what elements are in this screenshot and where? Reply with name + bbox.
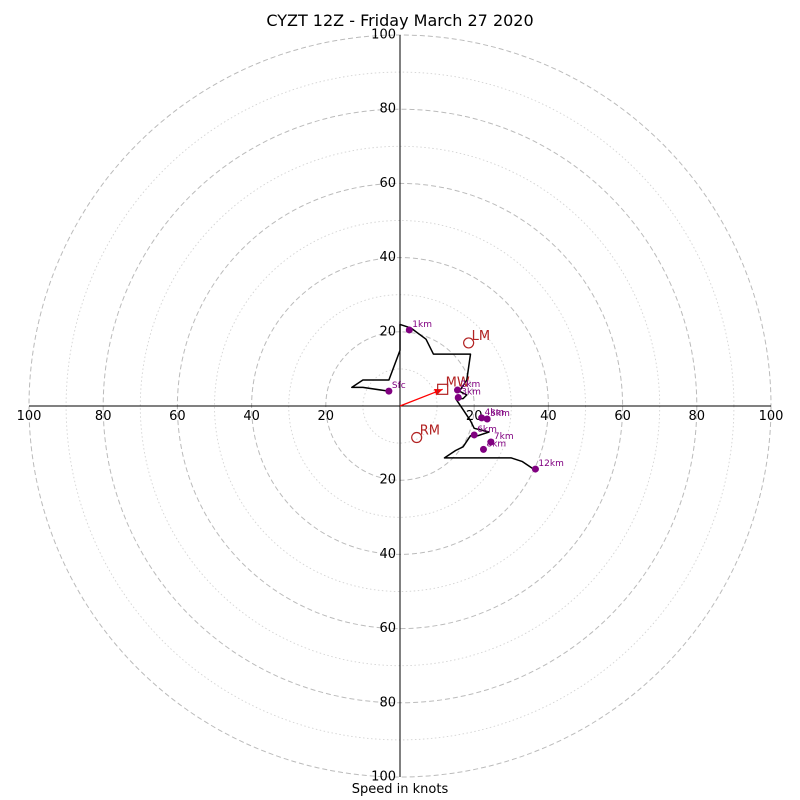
height-label-6km: 6km bbox=[477, 425, 497, 435]
height-point-Sfc bbox=[385, 387, 393, 395]
height-label-7km: 7km bbox=[494, 432, 514, 442]
tick-label-top-20: 20 bbox=[379, 324, 396, 339]
height-point-1km bbox=[405, 326, 413, 334]
height-point-4km bbox=[478, 414, 486, 422]
height-point-8km bbox=[479, 445, 487, 453]
height-label-1km: 1km bbox=[412, 320, 432, 330]
mean-wind-vector: MW bbox=[399, 375, 470, 407]
hodograph-trace bbox=[351, 323, 535, 470]
tick-labels: 100 80 60 40 20 20 40 60 80 100100806040202040608… bbox=[17, 28, 784, 785]
height-label-3km: 3km bbox=[461, 387, 481, 397]
marker-label-lm: LM bbox=[472, 329, 490, 344]
height-point-7km bbox=[487, 438, 495, 446]
height-point-3km bbox=[454, 393, 462, 401]
height-point-5km bbox=[483, 415, 491, 423]
tick-label-right-60: 60 bbox=[614, 409, 631, 424]
tick-label-left-100: 100 bbox=[17, 409, 42, 424]
mean-wind-label: MW bbox=[446, 375, 470, 390]
height-point-2km bbox=[454, 386, 462, 394]
tick-label-left-60: 60 bbox=[169, 409, 186, 424]
tick-label-bottom-60: 60 bbox=[379, 621, 396, 636]
tick-label-top-80: 80 bbox=[379, 102, 396, 117]
height-label-12km: 12km bbox=[538, 459, 563, 469]
height-label-Sfc: Sfc bbox=[392, 381, 406, 391]
mean-wind-arrow-head bbox=[433, 388, 443, 396]
storm-motion-markers: LM RM bbox=[411, 329, 490, 444]
mean-wind-marker bbox=[437, 383, 449, 395]
height-point-6km bbox=[470, 431, 478, 439]
tick-label-bottom-40: 40 bbox=[379, 547, 396, 562]
tick-label-left-40: 40 bbox=[243, 409, 260, 424]
height-point-12km bbox=[531, 465, 539, 473]
tick-label-top-40: 40 bbox=[379, 250, 396, 265]
tick-label-bottom-80: 80 bbox=[379, 695, 396, 710]
height-label-2km: 2km bbox=[461, 380, 481, 390]
tick-label-top-60: 60 bbox=[379, 176, 396, 191]
x-axis-label: Speed in knots bbox=[351, 782, 449, 797]
tick-label-right-80: 80 bbox=[689, 409, 706, 424]
height-label-5km: 5km bbox=[490, 409, 510, 419]
hodograph-line bbox=[351, 323, 535, 470]
marker-lm bbox=[463, 337, 475, 349]
height-label-8km: 8km bbox=[486, 439, 506, 449]
marker-rm bbox=[411, 431, 423, 444]
marker-label-rm: RM bbox=[420, 424, 440, 439]
tick-label-left-20: 20 bbox=[318, 409, 335, 424]
height-label-4km: 4km bbox=[485, 408, 505, 418]
tick-label-left-80: 80 bbox=[95, 409, 112, 424]
chart-title: CYZT 12Z - Friday March 27 2020 bbox=[266, 11, 534, 30]
tick-label-top-100: 100 bbox=[371, 28, 396, 43]
tick-label-right-100: 100 bbox=[759, 409, 784, 424]
tick-label-bottom-20: 20 bbox=[379, 473, 396, 488]
tick-label-bottom-100: 100 bbox=[371, 770, 396, 785]
tick-label-right-40: 40 bbox=[540, 409, 557, 424]
